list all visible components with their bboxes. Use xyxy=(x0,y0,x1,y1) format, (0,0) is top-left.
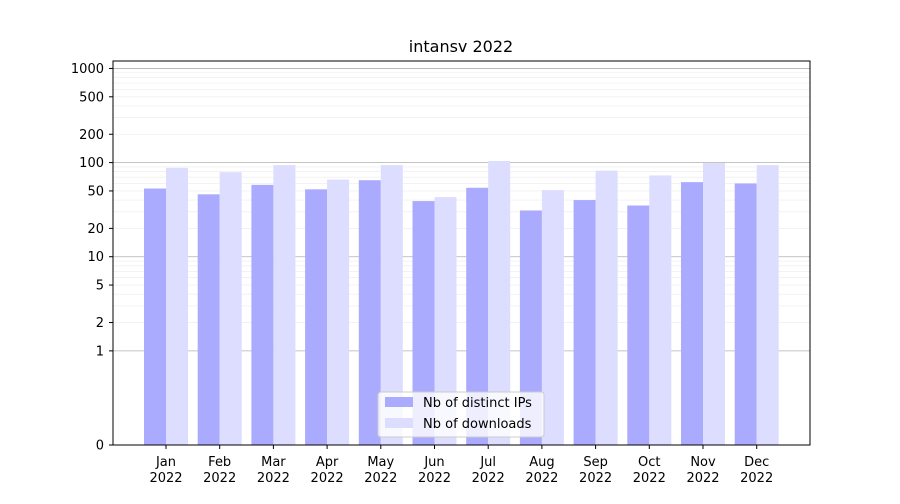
legend-label: Nb of downloads xyxy=(423,417,532,432)
x-tick-label-month: Jan xyxy=(155,455,176,470)
bar-downloads-mar xyxy=(273,165,296,445)
y-tick-label: 1000 xyxy=(71,62,104,77)
bar-distinct-ips-may xyxy=(358,180,381,445)
x-tick-label-month: Apr xyxy=(316,455,339,470)
bar-downloads-jun xyxy=(434,197,457,445)
bar-distinct-ips-nov xyxy=(681,182,703,445)
bar-downloads-jul xyxy=(488,160,511,445)
x-tick-label-year: 2022 xyxy=(149,471,182,486)
x-tick-label-month: Jun xyxy=(423,455,444,470)
x-tick-label-month: Oct xyxy=(638,455,660,470)
bar-distinct-ips-jan xyxy=(144,188,166,446)
x-tick-label-month: Nov xyxy=(690,455,716,470)
bar-downloads-dec xyxy=(756,165,779,445)
x-tick-label-month: Aug xyxy=(529,455,554,470)
x-tick-label-year: 2022 xyxy=(311,471,344,486)
y-tick-label: 100 xyxy=(79,156,104,171)
bar-distinct-ips-jul xyxy=(466,187,489,445)
chart-title: intansv 2022 xyxy=(409,37,513,56)
x-axis: Jan2022Feb2022Mar2022Apr2022May2022Jun20… xyxy=(149,445,773,486)
x-tick-label-year: 2022 xyxy=(686,471,719,486)
x-tick-label-year: 2022 xyxy=(418,471,451,486)
bar-downloads-sep xyxy=(595,170,618,445)
legend-box xyxy=(377,391,545,438)
x-tick-label-month: Mar xyxy=(261,455,286,470)
y-tick-label: 5 xyxy=(96,279,104,294)
y-tick-label: 10 xyxy=(87,250,104,265)
bar-distinct-ips-feb xyxy=(197,194,220,445)
bar-downloads-aug xyxy=(541,190,564,445)
bar-distinct-ips-apr xyxy=(305,189,328,445)
y-tick-label: 1 xyxy=(96,344,104,359)
x-tick-label-year: 2022 xyxy=(740,471,773,486)
y-tick-label: 50 xyxy=(87,184,104,199)
x-tick-label-year: 2022 xyxy=(364,471,397,486)
bar-distinct-ips-mar xyxy=(251,184,274,445)
bar-downloads-jan xyxy=(166,167,188,445)
bar-downloads-may xyxy=(380,165,403,445)
bar-downloads-nov xyxy=(703,163,725,445)
x-tick-label-month: Jul xyxy=(479,455,496,470)
x-tick-label-month: May xyxy=(367,455,394,470)
x-tick-label-year: 2022 xyxy=(633,471,666,486)
legend-label: Nb of distinct IPs xyxy=(423,396,532,411)
legend-swatch xyxy=(385,397,413,407)
x-tick-label-year: 2022 xyxy=(525,471,558,486)
legend: Nb of distinct IPs Nb of downloads xyxy=(377,391,545,438)
x-tick-label-month: Sep xyxy=(583,455,608,470)
x-tick-label-year: 2022 xyxy=(579,471,612,486)
plot-frame xyxy=(112,60,811,446)
x-tick-label-year: 2022 xyxy=(203,471,236,486)
bar-downloads-oct xyxy=(649,175,672,445)
bar-distinct-ips-aug xyxy=(519,210,542,445)
bars xyxy=(144,160,779,446)
y-axis: 0 1 2 5 10 20 50 100 200 500 1000 xyxy=(71,62,113,454)
x-tick-label-year: 2022 xyxy=(257,471,290,486)
y-tick-label: 20 xyxy=(87,222,104,237)
y-tick-label: 200 xyxy=(79,128,104,143)
bar-downloads-feb xyxy=(219,172,242,445)
bar-distinct-ips-jun xyxy=(412,201,435,445)
bar-distinct-ips-oct xyxy=(627,205,650,445)
y-tick-label: 500 xyxy=(79,90,104,105)
bar-distinct-ips-dec xyxy=(734,183,757,445)
legend-swatch xyxy=(385,418,413,428)
y-tick-label: 0 xyxy=(96,439,104,454)
bar-distinct-ips-sep xyxy=(573,200,596,445)
x-tick-label-month: Dec xyxy=(744,455,769,470)
bar-downloads-apr xyxy=(327,179,350,446)
x-tick-label-year: 2022 xyxy=(472,471,505,486)
x-tick-label-month: Feb xyxy=(208,455,231,470)
y-tick-label: 2 xyxy=(96,316,104,331)
